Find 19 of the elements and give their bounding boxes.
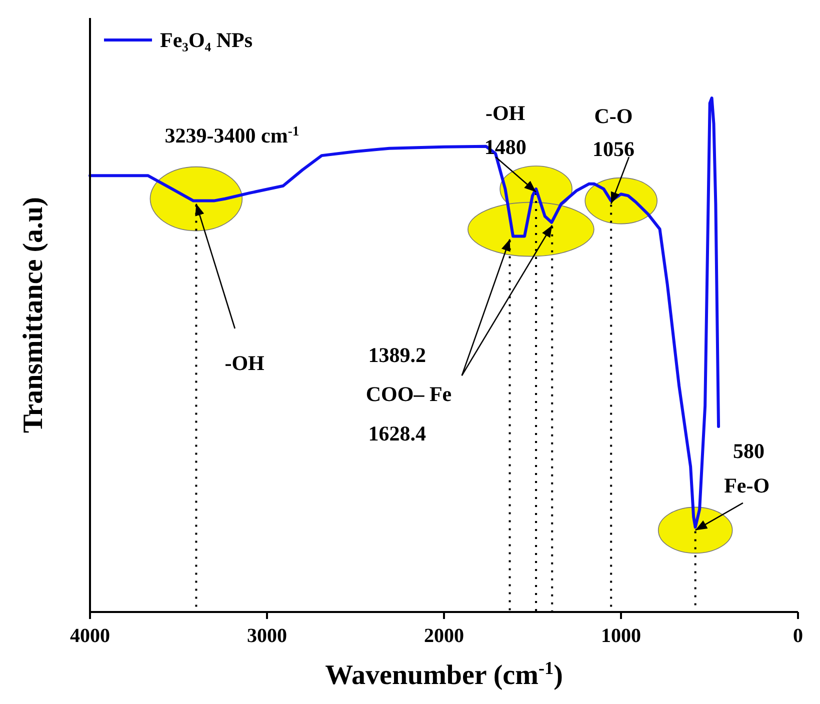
- annotation: 580: [732, 439, 764, 464]
- annotation: 1480: [484, 135, 526, 160]
- annotation: 1628.4: [368, 421, 427, 446]
- x-tick-label: 1000: [601, 625, 641, 647]
- annotation: C-O: [594, 104, 633, 128]
- annotation: -OH: [486, 100, 526, 125]
- x-axis-title: Wavenumber (cm$^{-1}$): [325, 658, 563, 691]
- annotation: Fe-O: [724, 473, 770, 498]
- annotation: 1389.2: [368, 342, 426, 367]
- x-tick-label: 0: [793, 625, 803, 647]
- annotation: COO– Fe: [366, 382, 452, 406]
- annotation: 1056: [592, 137, 635, 162]
- x-tick-label: 3000: [247, 625, 287, 647]
- y-axis-title: Transmittance (a.u): [18, 197, 49, 433]
- legend-label: Fe₃O₄ NPs: [160, 28, 252, 52]
- x-tick-label: 2000: [424, 625, 464, 647]
- annotation: -OH: [224, 350, 264, 375]
- annotation: 3239-3400 cm$^{-1}$: [164, 122, 300, 148]
- x-tick-label: 4000: [70, 625, 110, 647]
